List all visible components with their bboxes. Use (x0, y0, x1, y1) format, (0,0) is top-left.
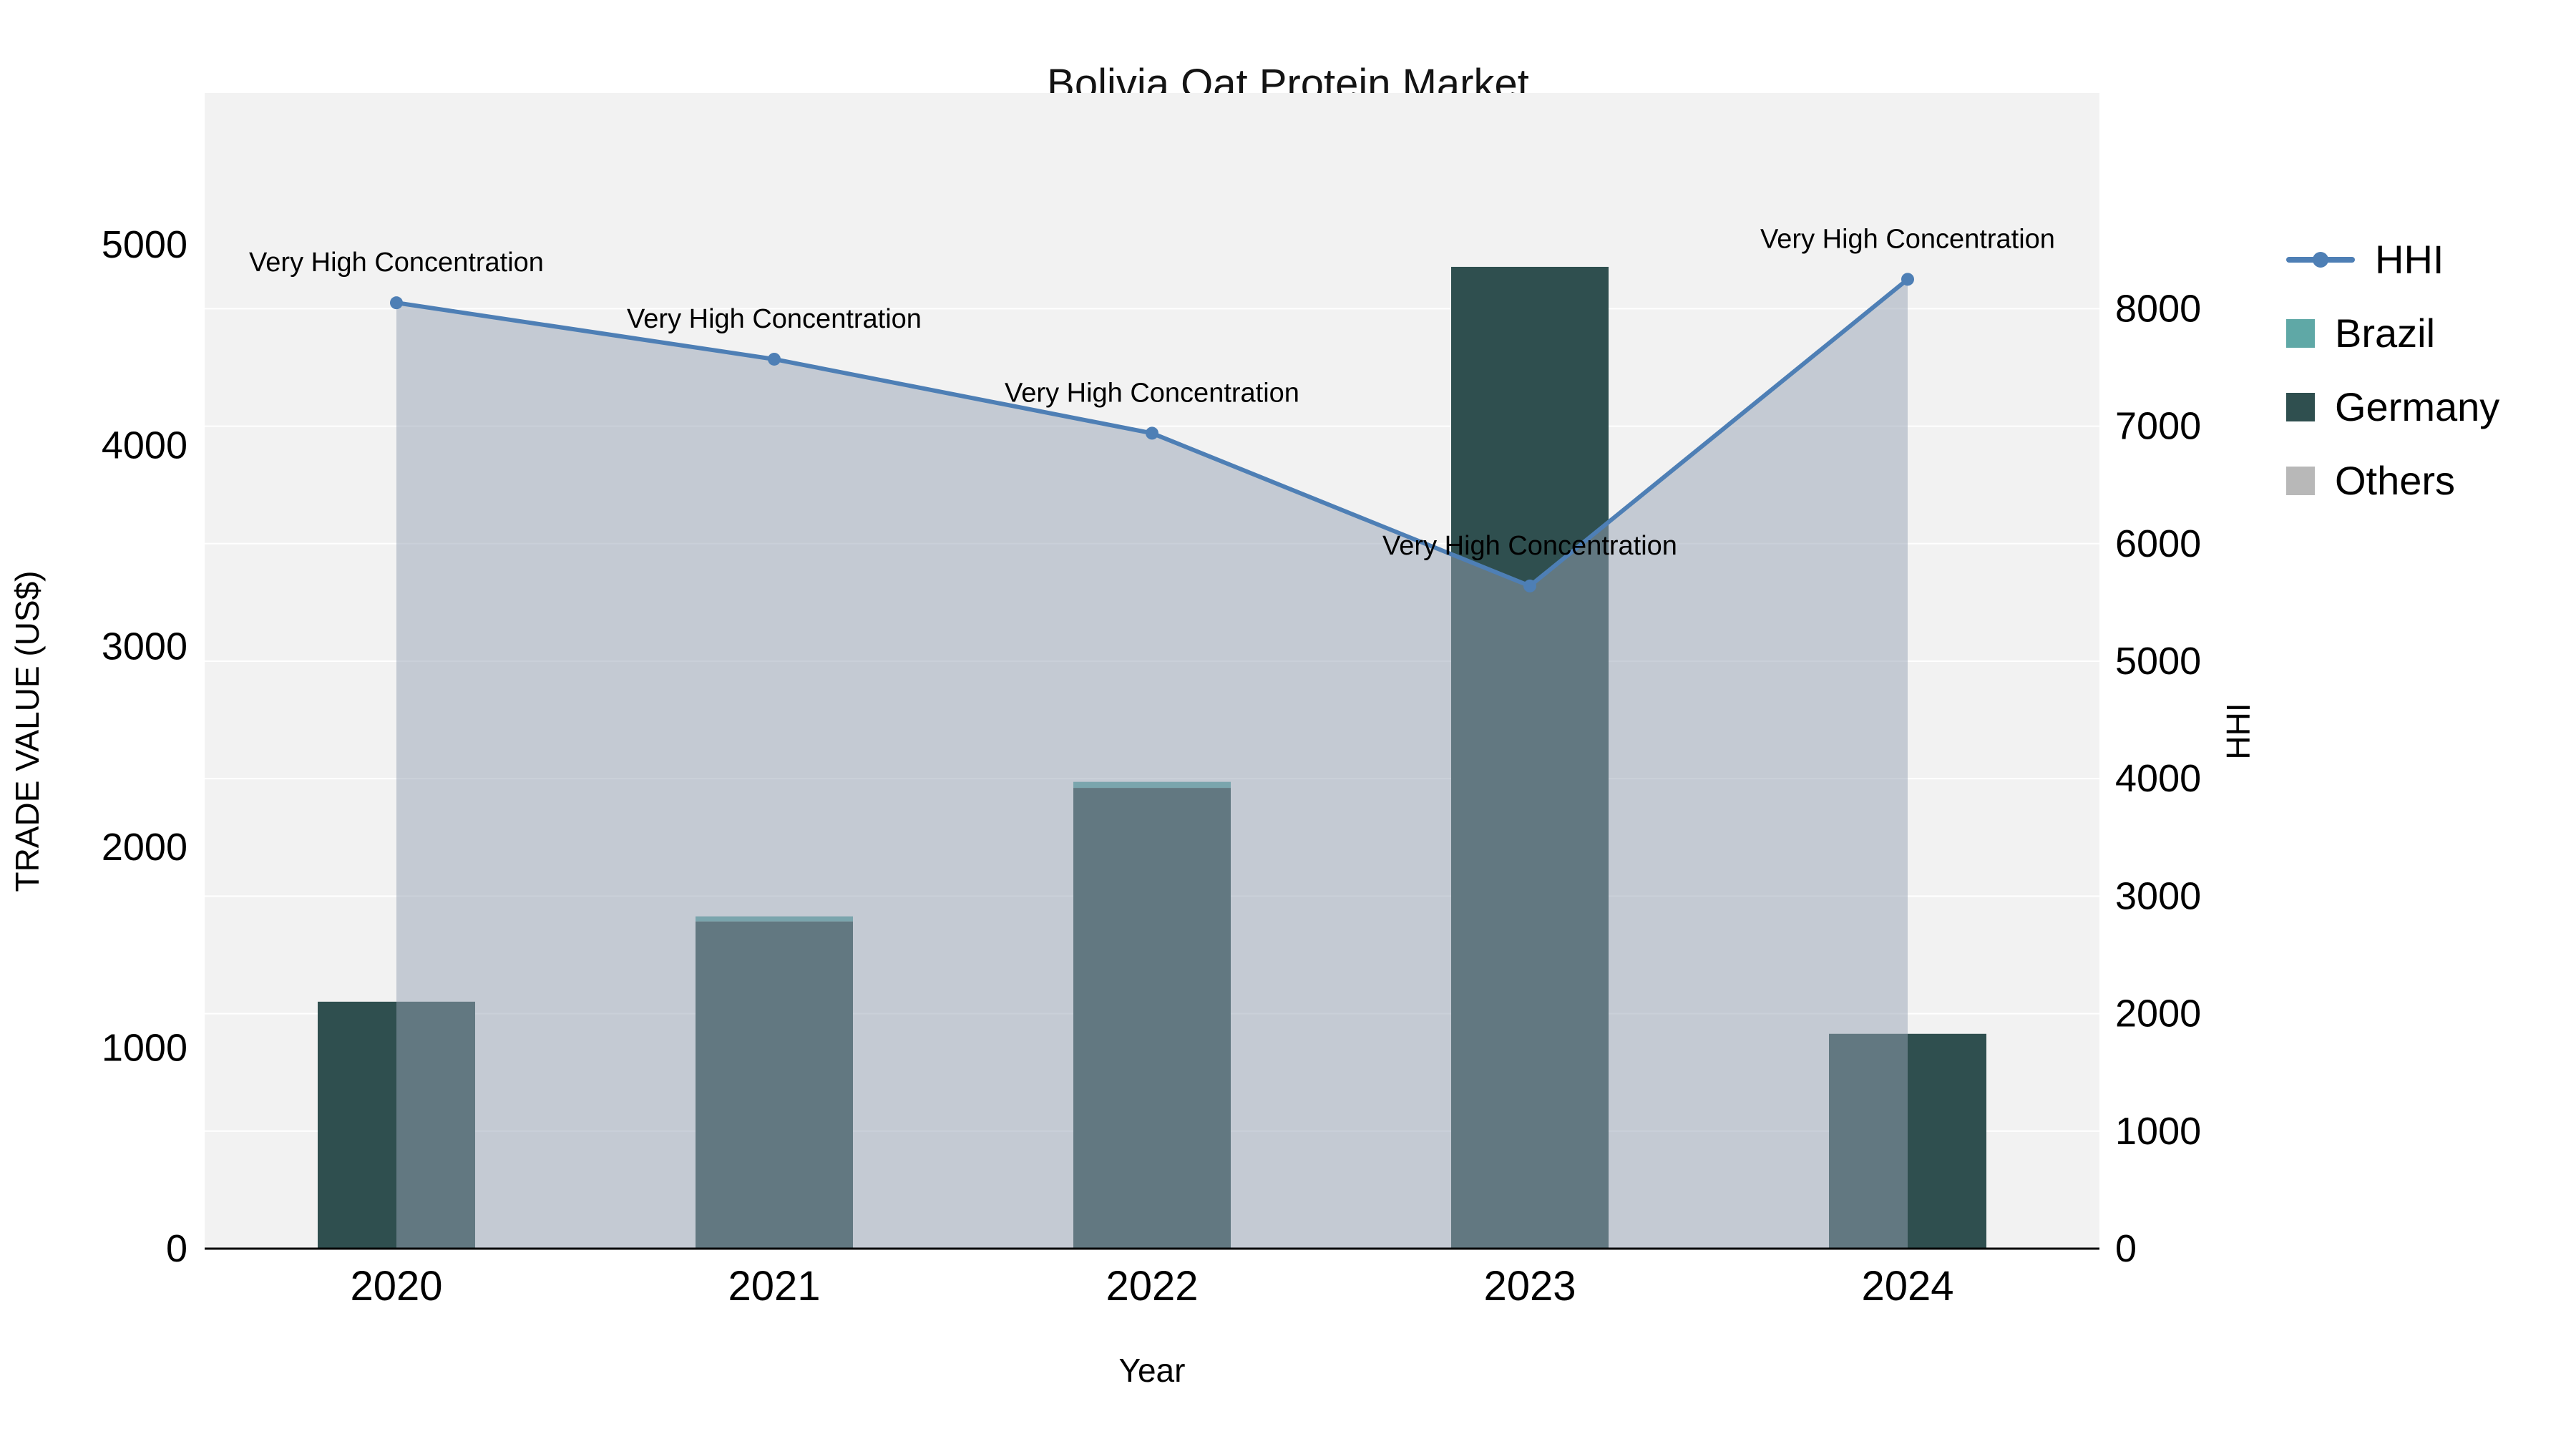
legend-label-germany: Germany (2335, 384, 2500, 429)
hhi-marker-2021 (768, 352, 781, 366)
legend-label-brazil: Brazil (2335, 311, 2436, 356)
x-tick-2020: 2020 (350, 1263, 442, 1309)
y-left-tick-5000: 5000 (102, 223, 187, 266)
hhi-marker-2022 (1146, 426, 1158, 440)
x-tick-2024: 2024 (1861, 1263, 1953, 1309)
legend-item-others: Others (2286, 457, 2499, 504)
y-right-tick-5000: 5000 (2115, 640, 2201, 683)
hhi-marker-dot-icon (2313, 251, 2328, 268)
legend-item-brazil: Brazil (2286, 310, 2499, 356)
y-right-tick-1000: 1000 (2115, 1110, 2201, 1153)
hhi-marker-2024 (1901, 273, 1914, 286)
others-swatch-icon (2286, 466, 2315, 495)
legend-item-germany: Germany (2286, 384, 2499, 430)
hhi-area-fill (396, 279, 1908, 1249)
hhi-line-swatch-icon (2286, 251, 2355, 268)
annotation-2022: Very High Concentration (1005, 378, 1299, 408)
annotation-2021: Very High Concentration (627, 304, 922, 334)
hhi-marker-2020 (390, 296, 403, 310)
y-left-tick-0: 0 (166, 1227, 187, 1270)
legend-item-hhi: HHI (2286, 236, 2499, 283)
annotation-2023: Very High Concentration (1382, 531, 1677, 561)
y-right-tick-0: 0 (2115, 1227, 2137, 1270)
y-left-tick-2000: 2000 (102, 826, 187, 869)
legend-label-hhi: HHI (2375, 237, 2444, 282)
y-axis-label-left: TRADE VALUE (US$) (9, 570, 46, 892)
legend-label-others: Others (2335, 458, 2456, 503)
x-tick-2023: 2023 (1483, 1263, 1576, 1309)
hhi-marker-2023 (1523, 579, 1536, 592)
y-right-tick-3000: 3000 (2115, 874, 2201, 917)
y-right-tick-2000: 2000 (2115, 992, 2201, 1035)
x-tick-2021: 2021 (728, 1263, 820, 1309)
legend: HHI Brazil Germany Others (2286, 236, 2499, 531)
x-axis-label: Year (1118, 1352, 1186, 1389)
y-right-tick-4000: 4000 (2115, 757, 2201, 800)
y-axis-label-right: HHI (2220, 703, 2257, 760)
y-left-tick-3000: 3000 (102, 625, 187, 668)
y-left-tick-4000: 4000 (102, 424, 187, 467)
y-right-tick-6000: 6000 (2115, 522, 2201, 565)
y-right-tick-7000: 7000 (2115, 405, 2201, 448)
y-left-tick-1000: 1000 (102, 1026, 187, 1069)
brazil-swatch-icon (2286, 318, 2315, 348)
x-tick-2022: 2022 (1106, 1263, 1198, 1309)
y-right-tick-8000: 8000 (2115, 287, 2201, 330)
annotation-2024: Very High Concentration (1760, 224, 2055, 254)
annotation-2020: Very High Concentration (249, 248, 544, 278)
germany-swatch-icon (2286, 392, 2315, 421)
